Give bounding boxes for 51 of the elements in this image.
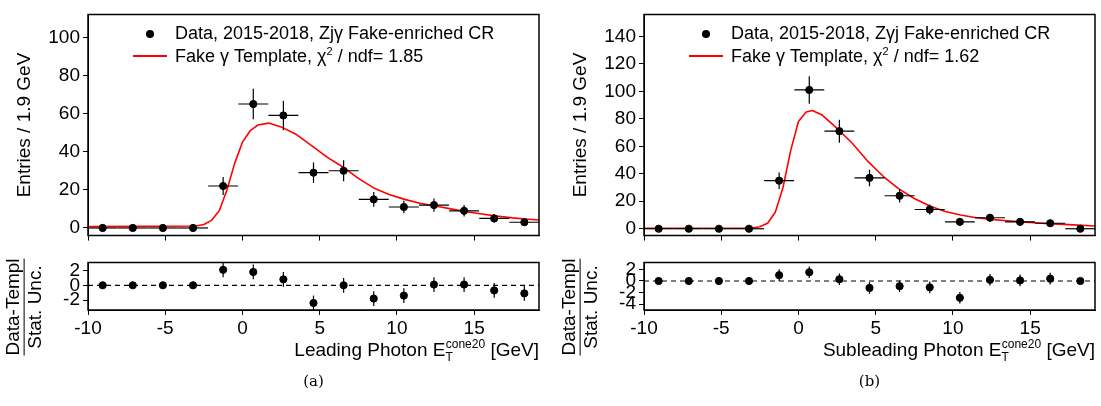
x-tick-label: 0 [793,316,804,338]
point [654,224,663,233]
y-tick-label: 80 [614,107,636,129]
x-tick-label: 5 [870,316,881,338]
point [128,281,137,290]
point [158,281,168,290]
x-tick-label: -10 [630,316,658,338]
text: (b) [858,372,881,390]
x-tick-label: 10 [942,316,964,338]
point [654,276,663,286]
y-tick-label: 60 [614,134,636,156]
y-tick-label: 20 [58,178,80,200]
y-tick-label: 60 [58,101,80,123]
y-tick-label: 0 [69,216,80,238]
legend-label: Fake γ Template, χ$^{2}$ / ndf= 1.85 [175,44,424,68]
x-tick-label: 15 [463,316,485,338]
x-tick-label: -5 [712,316,730,338]
x-tick-label: 10 [386,316,408,338]
y-axis-title: Data-Templ Stat. Unc. [557,258,602,356]
legend-label: Fake γ Template, χ$^{2}$ / ndf= 1.62 [731,44,980,68]
x-axis-title: Subleading Photon E$_{T}$$^{cone20}$ [GeV] [822,337,1095,364]
y-axis-title: Entries / 1.9 GeV [568,52,591,198]
y-tick-label: 120 [604,52,636,74]
y-axis-title: Entries / 1.9 GeV [12,52,35,198]
y-axis-title: Data-Templ Stat. Unc. [1,258,46,356]
y-tick-label: 140 [604,24,636,46]
point [895,282,904,291]
y-tick-label: 0 [625,216,636,238]
point [188,281,198,290]
x-tick-label: 15 [1019,316,1041,338]
y-tick-label: 80 [58,63,80,85]
x-tick-label: 0 [237,316,248,338]
legend-label: Data, 2015-2018, Zγj Fake-enriched CR [731,22,1051,45]
x-axis-title: Leading Photon E$_{T}$$^{cone20}$ [GeV] [294,337,539,364]
legend-label: Data, 2015-2018, Zjγ Fake-enriched CR [175,22,495,45]
y-tick-label: 100 [48,25,80,47]
point [744,224,754,233]
point [98,281,107,290]
point [714,224,724,233]
y-tick-label: 40 [614,162,636,184]
x-tick-label: 5 [314,316,325,338]
x-tick-label: -10 [74,316,102,338]
point [369,294,378,303]
y-tick-label: 40 [58,139,80,161]
text: (a) [303,372,324,390]
y-tick-label: 20 [614,189,636,211]
point [684,276,693,286]
point [249,267,258,277]
x-tick-label: -5 [156,316,174,338]
y-tick-label: 100 [604,79,636,101]
point [490,286,499,295]
